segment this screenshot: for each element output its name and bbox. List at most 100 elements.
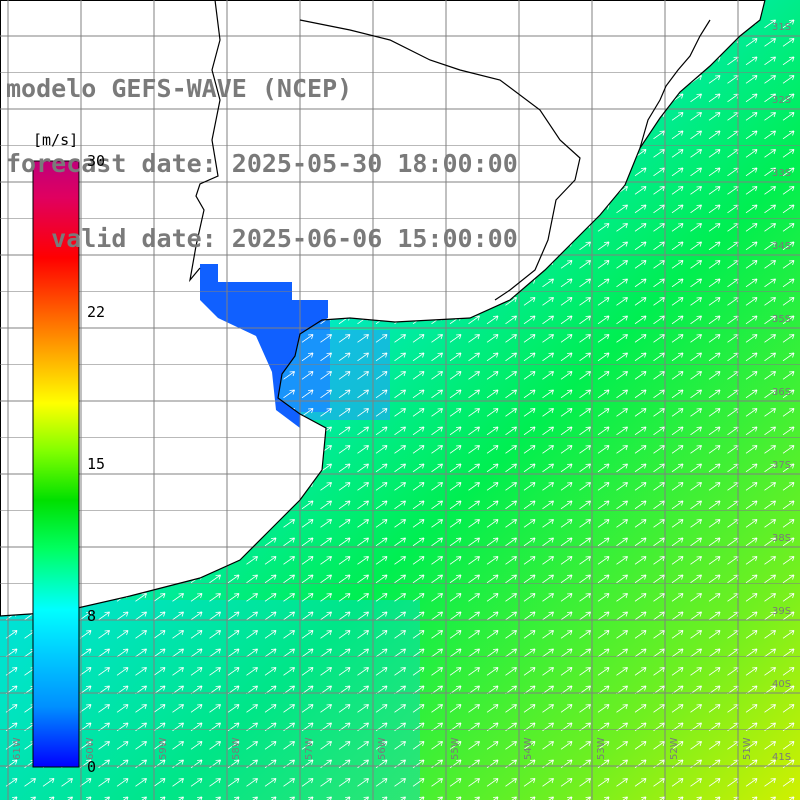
wind-arrow <box>283 537 295 547</box>
wind-arrow <box>653 648 665 658</box>
wind-arrow <box>653 574 665 584</box>
wind-arrow <box>782 463 795 473</box>
wind-arrow <box>634 278 647 288</box>
wind-arrow <box>468 315 480 325</box>
wind-arrow <box>227 630 240 639</box>
wind-arrow <box>486 593 499 602</box>
wind-arrow <box>431 741 443 750</box>
wind-arrow <box>634 19 647 29</box>
wind-arrow <box>708 112 721 121</box>
wind-arrow <box>542 519 554 528</box>
wind-arrow <box>745 796 758 800</box>
wind-arrow <box>690 500 702 510</box>
wind-arrow <box>153 463 166 473</box>
wind-arrow <box>116 630 129 639</box>
uruguay-river <box>189 0 221 283</box>
wind-arrow <box>79 741 92 750</box>
wind-arrow <box>412 297 425 306</box>
wind-arrow <box>542 149 554 158</box>
wind-arrow <box>745 648 758 658</box>
wind-arrow <box>246 704 258 713</box>
wind-arrow <box>597 38 610 47</box>
wind-arrow <box>523 630 536 639</box>
wind-arrow <box>523 19 536 29</box>
wind-arrow <box>135 611 147 621</box>
wind-arrow <box>616 204 628 214</box>
wind-arrow <box>468 463 480 473</box>
wind-arrow <box>486 556 499 565</box>
wind-arrow <box>320 371 332 380</box>
wind-arrow <box>616 426 628 436</box>
wind-arrow <box>79 389 92 399</box>
wind-arrow <box>690 463 702 473</box>
wind-arrow <box>209 704 221 713</box>
wind-arrow <box>671 556 684 565</box>
wind-arrow <box>653 611 665 621</box>
wind-arrow <box>246 667 258 676</box>
wind-arrow <box>579 334 591 343</box>
wind-arrow <box>209 445 221 454</box>
wind-arrow <box>394 389 406 399</box>
wind-arrow <box>412 630 425 639</box>
lon-label: 60W <box>85 737 96 760</box>
wind-arrow <box>357 611 369 621</box>
wind-arrow <box>98 741 110 750</box>
wind-arrow <box>98 704 110 713</box>
wind-arrow <box>523 482 536 491</box>
wind-arrow <box>98 648 110 658</box>
wind-arrow <box>486 389 499 399</box>
wind-arrow <box>486 482 499 491</box>
wind-arrow <box>523 130 536 140</box>
wind-arrow <box>246 556 258 565</box>
wind-arrow <box>616 241 628 251</box>
wind-arrow <box>579 260 591 269</box>
wind-arrow <box>79 482 92 491</box>
wind-arrow <box>153 574 166 584</box>
wind-arrow <box>560 778 573 787</box>
lagoon-coast <box>639 19 711 149</box>
wind-arrow <box>542 648 554 658</box>
wind-arrow <box>412 741 425 750</box>
wind-arrow <box>764 167 776 177</box>
wind-arrow <box>431 537 443 547</box>
wind-arrow <box>116 482 129 491</box>
wind-arrow <box>579 278 591 288</box>
wind-arrow <box>449 704 462 713</box>
wind-arrow <box>264 537 277 547</box>
wind-arrow <box>745 315 758 325</box>
wind-arrow <box>42 778 55 787</box>
wind-arrow <box>486 574 499 584</box>
wind-arrow <box>782 93 795 103</box>
wind-arrow <box>98 445 110 454</box>
lon-label: 56W <box>377 737 388 760</box>
wind-arrow <box>671 574 684 584</box>
wind-arrow <box>375 334 388 343</box>
wind-arrow <box>690 352 702 362</box>
wind-arrow <box>486 611 499 621</box>
wind-arrow <box>690 445 702 454</box>
wind-arrow <box>412 796 425 800</box>
wind-arrow <box>468 278 480 288</box>
wind-arrow <box>505 426 517 436</box>
wind-arrow <box>782 537 795 547</box>
wind-arrow <box>542 186 554 195</box>
wind-arrow <box>764 334 776 343</box>
wind-arrow <box>560 204 573 214</box>
colorbar-tick-30: 30 <box>87 152 106 170</box>
wind-arrow <box>690 593 702 602</box>
wind-arrow <box>357 519 369 528</box>
wind-arrow <box>172 334 184 343</box>
wind-arrow <box>745 519 758 528</box>
wind-arrow <box>209 500 221 510</box>
wind-arrow <box>634 408 647 417</box>
wind-arrow <box>172 704 184 713</box>
wind-arrow <box>357 796 369 800</box>
wind-arrow <box>764 297 776 306</box>
coastline <box>0 0 766 617</box>
wind-arrow <box>542 389 554 399</box>
wind-arrow <box>542 204 554 214</box>
wind-arrow <box>190 315 203 325</box>
wind-arrow <box>560 556 573 565</box>
wind-arrow <box>616 482 628 491</box>
wind-arrow <box>264 778 277 787</box>
